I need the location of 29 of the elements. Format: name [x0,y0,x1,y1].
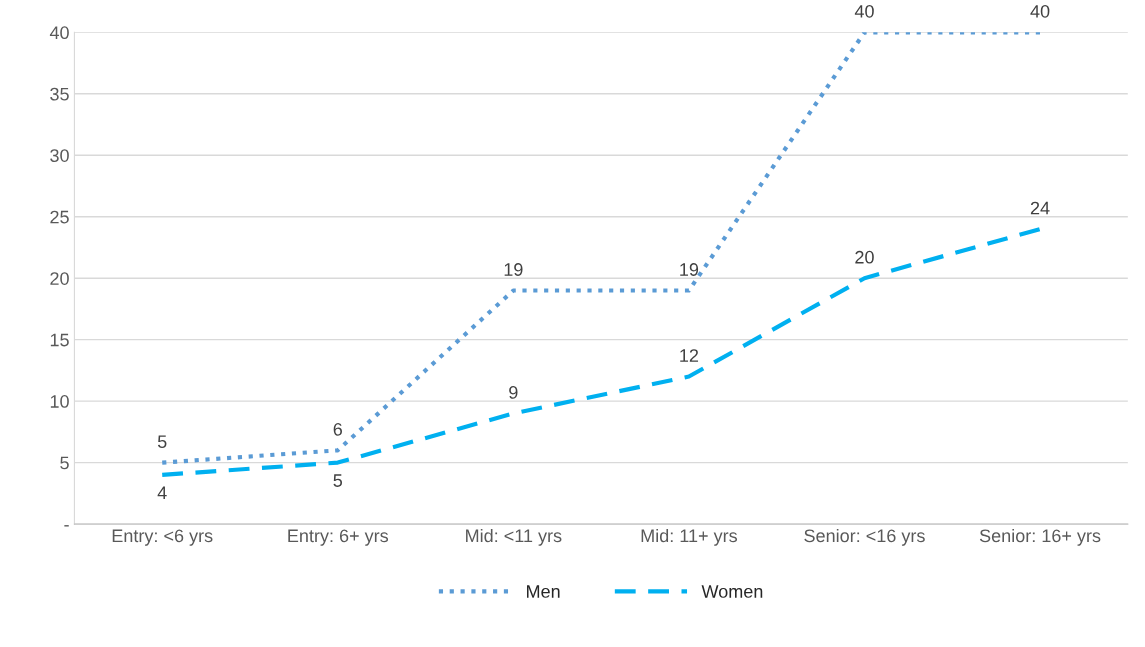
y-tick-label: - [64,525,69,527]
data-label: 24 [1030,201,1050,215]
data-label: 20 [855,250,874,264]
data-label: 5 [333,474,343,487]
data-label: 40 [1030,4,1050,18]
data-label: 40 [854,4,874,18]
y-tick-label: 20 [50,272,69,285]
y-tick-label: 30 [50,149,69,162]
x-tick-label: Senior: 16+ yrs [979,528,1101,546]
legend-label: Men [527,585,560,598]
y-tick-label: 15 [50,333,69,347]
data-label: 9 [509,386,518,399]
y-tick-label: 5 [60,456,69,470]
legend-label: Women [701,585,763,598]
data-label: 4 [157,486,167,500]
data-label: 19 [504,263,523,276]
y-tick-label: 10 [50,395,69,408]
data-label: 6 [333,422,342,436]
y-tick-label: 35 [50,87,69,101]
x-tick-label: Mid: 11+ yrs [641,528,738,546]
data-label: 12 [680,349,699,362]
x-tick-label: Mid: <11 yrs [466,528,562,546]
x-tick-label: Senior: <16 yrs [804,528,925,546]
data-label: 19 [680,263,699,276]
x-tick-label: Entry: 6+ yrs [288,529,389,546]
y-tick-label: 40 [49,26,69,40]
y-tick-label: 25 [50,210,69,224]
data-label: 5 [157,435,167,449]
x-tick-label: Entry: <6 yrs [112,529,213,546]
